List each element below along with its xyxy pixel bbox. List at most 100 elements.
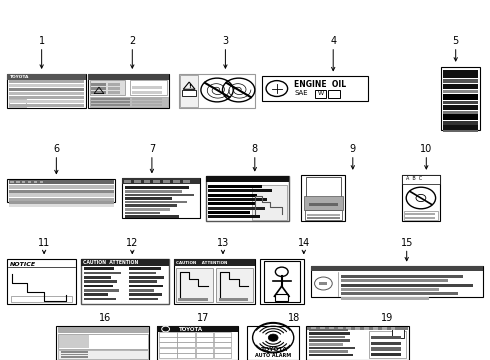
Bar [58,327,148,332]
Text: 8: 8 [252,144,258,154]
Bar [196,342,213,347]
Bar [129,276,164,279]
Bar [125,204,177,207]
Bar [9,84,84,87]
Text: 3: 3 [222,36,228,46]
Bar [153,180,160,183]
Text: 9: 9 [350,144,356,154]
Text: 19: 19 [381,313,393,323]
Bar [319,282,327,285]
Bar [129,280,157,283]
Bar [124,180,131,183]
Bar [88,74,169,108]
Bar [159,342,177,347]
Bar [173,180,180,183]
Bar [179,74,255,108]
Bar [122,178,200,218]
Bar [373,327,378,330]
Bar [28,181,31,183]
Bar [174,259,255,266]
Text: 4: 4 [330,36,336,46]
Bar [132,101,162,103]
Bar [157,326,238,332]
Bar [247,326,299,360]
Bar [125,208,170,211]
Bar [132,104,162,106]
Bar [329,327,334,330]
Bar [260,259,304,304]
Bar [7,179,115,202]
Bar [371,353,401,356]
Bar [178,298,208,301]
Text: SAE: SAE [294,90,308,96]
Bar [84,293,108,296]
Bar [11,296,72,302]
Bar [130,350,147,359]
Bar [392,329,404,338]
Text: AUTO ALARM: AUTO ALARM [255,353,291,358]
Text: 18: 18 [288,313,300,323]
Bar [371,342,401,345]
Bar [208,202,255,205]
Bar [208,207,265,210]
Bar [122,178,200,184]
Bar [306,326,409,360]
Bar [84,298,116,300]
Bar [91,87,106,90]
Bar [91,104,130,106]
Bar [214,337,231,342]
Bar [125,190,182,193]
Bar [125,212,160,214]
Bar [9,190,114,193]
Bar [404,211,438,220]
Bar [183,180,190,183]
Bar [157,326,238,360]
Bar [196,337,213,342]
Bar [91,98,130,100]
Bar [443,111,478,114]
Bar [405,213,435,215]
Bar [208,211,250,214]
Bar [382,327,387,330]
Bar [90,80,125,95]
Bar [443,114,478,120]
Bar [159,353,177,358]
Bar [59,335,89,348]
Bar [443,130,478,132]
Bar [402,175,440,221]
Bar [182,90,196,96]
Bar [129,272,156,274]
Bar [443,90,478,93]
Bar [196,348,213,353]
Bar [443,84,478,89]
Bar [84,276,111,279]
Bar [129,289,154,292]
Bar [441,67,480,130]
Bar [307,327,408,330]
Bar [208,198,267,201]
Text: CAUTION  ATTENTION: CAUTION ATTENTION [83,260,139,265]
Bar [311,266,483,271]
Text: TOYOTA: TOYOTA [260,347,287,352]
Bar [9,100,84,103]
Bar [214,348,231,353]
Bar [159,348,177,353]
Bar [341,275,463,278]
Bar [219,298,248,301]
Text: TOYOTA: TOYOTA [10,75,29,79]
Bar [264,261,300,302]
Bar [9,198,114,201]
Text: TOYOTA: TOYOTA [179,327,203,332]
Bar [84,285,113,287]
Bar [108,87,120,90]
Bar [371,347,401,351]
Bar [309,350,348,353]
Text: 5: 5 [453,36,459,46]
Bar [125,201,187,203]
Text: 12: 12 [126,238,139,248]
Bar [206,176,289,221]
Bar [177,337,195,342]
Bar [91,91,106,94]
Bar [22,181,25,183]
Bar [9,96,84,99]
